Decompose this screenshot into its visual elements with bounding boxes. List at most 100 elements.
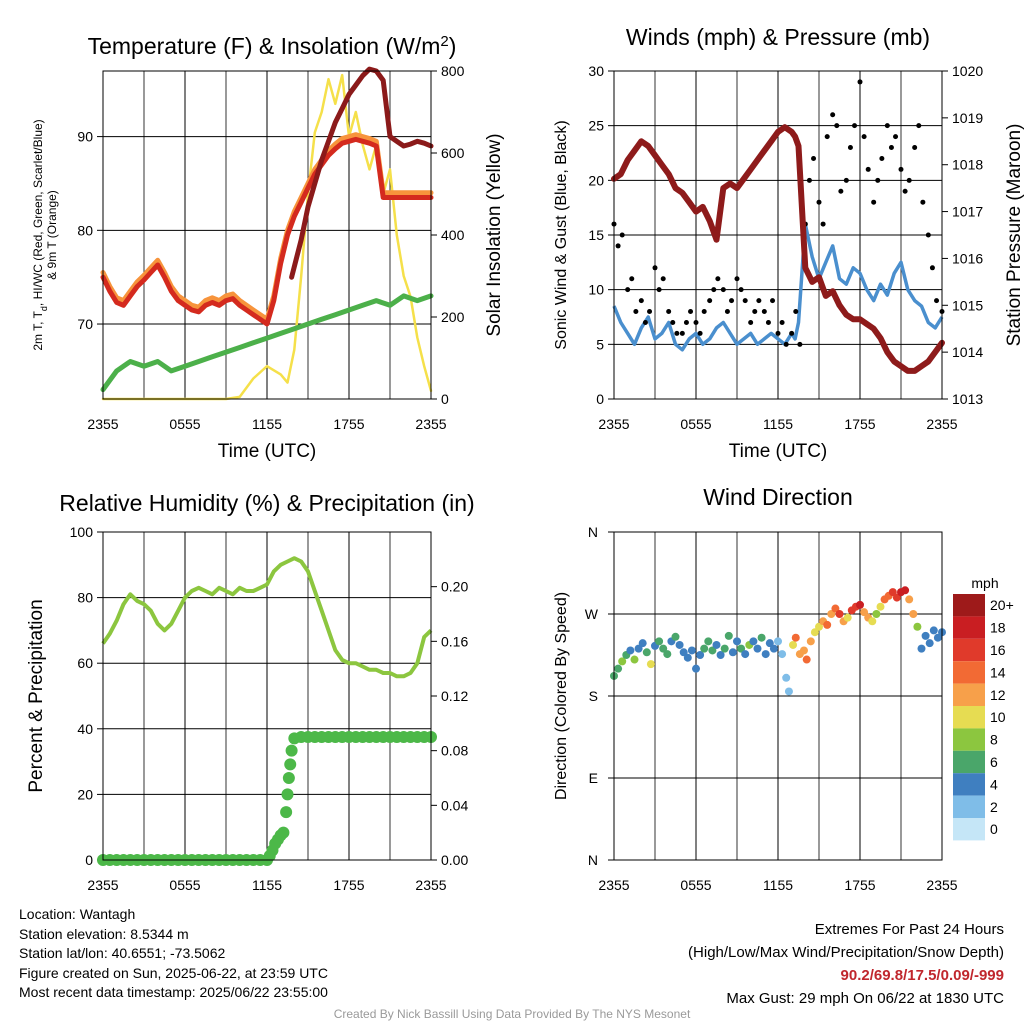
y-tick-label: 10 (588, 282, 604, 298)
x-tick-label: 0555 (169, 877, 200, 893)
plot-frame (613, 531, 943, 861)
colorbar-swatch (953, 750, 985, 774)
station-elevation: Station elevation: 8.5344 m (19, 925, 189, 942)
colorbar-swatch (953, 706, 985, 729)
colorbar-label: 2 (990, 799, 998, 815)
extremes-info: Extremes For Past 24 Hours (High/Low/Max… (688, 918, 1004, 1010)
series-line-dewpoint_green (100, 293, 434, 393)
direction-point (806, 637, 815, 646)
recent-data-timestamp: Most recent data timestamp: 2025/06/22 2… (19, 984, 328, 1000)
colorbar-label: 4 (990, 776, 998, 792)
plot-frame (613, 70, 943, 400)
y2-tick-label: 0 (441, 391, 449, 407)
plot-frame (102, 531, 432, 861)
gust-point (806, 177, 812, 183)
gust-point (920, 199, 926, 205)
y-tick-label: 20 (588, 172, 604, 188)
direction-point (905, 595, 914, 604)
direction-point (618, 657, 627, 666)
y2-tick-label: 1013 (952, 391, 983, 407)
gust-point (789, 330, 795, 336)
direction-point (761, 650, 770, 659)
y-tick-label: 30 (588, 63, 604, 79)
direction-point (843, 613, 852, 622)
y2-tick-label: 400 (441, 227, 465, 243)
gust-point (838, 188, 844, 194)
direction-point (683, 653, 692, 662)
x-tick-label: 2355 (87, 877, 118, 893)
direction-point (827, 610, 836, 618)
gust-point (852, 123, 858, 129)
gust-point (871, 199, 877, 205)
gust-point (761, 309, 767, 315)
direction-point (753, 644, 762, 653)
y2-tick-label: 600 (441, 145, 465, 161)
gust-point (830, 112, 836, 118)
direction-point (909, 610, 918, 618)
gust-point (679, 330, 685, 336)
gust-point (742, 298, 748, 304)
direction-point (733, 637, 741, 646)
gust-point (674, 330, 680, 336)
colorbar-swatch (953, 616, 985, 639)
gust-point (843, 177, 849, 183)
direction-point (791, 633, 800, 642)
gust-point (834, 123, 840, 129)
direction-point (716, 651, 725, 659)
y2-tick-label: 0.04 (441, 797, 468, 813)
x-tick-label: 2355 (598, 877, 629, 893)
direction-point (634, 644, 643, 653)
gust-point (865, 166, 871, 172)
direction-point (782, 673, 791, 682)
humidity-line (101, 556, 433, 679)
colorbar-swatch (953, 661, 985, 684)
direction-point (720, 644, 729, 653)
gust-point (633, 309, 639, 315)
x-tick-label: 1755 (844, 877, 875, 893)
gust-point (793, 309, 799, 315)
x-tick-label: 1155 (763, 416, 793, 432)
y2-tick-label: 0.08 (441, 743, 468, 759)
colorbar-label: 18 (990, 620, 1006, 636)
gust-point (652, 265, 658, 271)
gust-point (647, 309, 653, 315)
gust-point (875, 177, 881, 183)
gust-point (707, 298, 713, 304)
humidity-precipitation-chart: 2355 0555 1155 1755 2355 0 20 40 60 80 100 0.00 0.04… (26, 490, 475, 893)
y-axis-label-line2: & 9m T (Orange) (45, 190, 59, 280)
direction-point (917, 644, 926, 653)
y-tick-label: S (589, 688, 598, 704)
colorbar-swatch (953, 773, 985, 796)
y-axis-label: 2m T, Td, HI/WC (Red, Green, Scarlet/Blu… (31, 119, 49, 350)
x-tick-label: 0555 (680, 877, 711, 893)
y2-tick-label: 1016 (952, 250, 983, 266)
temperature-insolation-chart: 2355 0555 1155 1755 2355 Time (UTC) 70 80 90 0 200… (31, 33, 505, 463)
y-tick-label: N (588, 524, 598, 540)
y2-tick-label: 0.20 (441, 579, 468, 595)
chart-title-superscript: 2 (440, 33, 448, 50)
gust-point (724, 309, 730, 315)
direction-point (810, 628, 819, 637)
wind-speed-line (612, 222, 944, 352)
gust-point (752, 309, 758, 315)
y2-tick-label: 1017 (952, 204, 983, 220)
direction-point (856, 600, 864, 609)
direction-point (630, 655, 639, 664)
gust-point (693, 319, 699, 325)
y2-tick-label: 200 (441, 309, 465, 325)
x-tick-label: 1155 (252, 877, 282, 893)
gust-point (701, 309, 707, 315)
gust-point (638, 298, 644, 304)
y-tick-label: 100 (70, 524, 94, 540)
direction-point (696, 651, 705, 659)
wind-direction-chart: 2355 0555 1155 1755 2355 Wind Direction Direct… (553, 484, 1014, 893)
x-tick-label: 1755 (844, 416, 875, 432)
extremes-values: 90.2/69.8/17.5/0.09/-999 (840, 967, 1004, 984)
y2-tick-label: 0.12 (441, 688, 468, 704)
x-tick-label: 2355 (415, 877, 446, 893)
y-axis-label-subscript: d (39, 306, 49, 311)
y2-tick-label: 1019 (952, 110, 983, 126)
gust-point (642, 319, 648, 325)
gust-point (824, 134, 830, 140)
